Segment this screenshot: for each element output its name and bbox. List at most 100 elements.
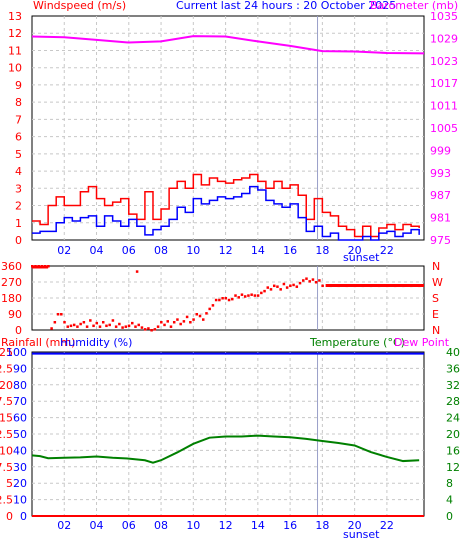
direction-point	[76, 325, 79, 328]
direction-point	[98, 325, 102, 328]
barometer-tick: 993	[430, 167, 451, 180]
direction-point	[150, 329, 153, 332]
humidity-tick: 60	[13, 412, 27, 425]
direction-point	[169, 325, 173, 328]
direction-point	[156, 325, 160, 328]
x-tick-label: 02	[57, 519, 71, 532]
direction-point	[195, 313, 199, 316]
direction-point	[153, 328, 157, 331]
barometer-axis-title: Barometer (mb)	[370, 0, 458, 12]
temperature-tick: 36	[446, 362, 460, 375]
rain-x-tick-labels: 02 04 06 08 10 12 14 16 18 20 22	[57, 519, 394, 532]
rainfall-tick: 2.5	[0, 494, 13, 507]
direction-degree-tick: 180	[1, 292, 22, 305]
direction-point	[266, 286, 270, 289]
direction-point	[231, 297, 234, 301]
x-tick-label: 16	[283, 519, 297, 532]
windspeed-tick: 12	[8, 27, 22, 40]
direction-point	[295, 285, 299, 288]
speed-line	[32, 185, 420, 241]
humidity-tick: 30	[13, 461, 27, 474]
rainfall-tick: 7.5	[0, 461, 13, 474]
direction-point	[166, 320, 170, 323]
direction-point	[134, 325, 137, 328]
wind-grid	[32, 16, 424, 240]
direction-points	[31, 265, 424, 332]
direction-point	[318, 279, 321, 282]
direction-point	[253, 294, 257, 297]
barometer-tick: 1011	[430, 100, 458, 113]
direction-point	[214, 298, 218, 302]
windspeed-tick: 13	[8, 10, 22, 23]
direction-point	[263, 289, 266, 293]
direction-point	[185, 315, 189, 319]
direction-point	[143, 328, 147, 331]
windspeed-tick: 9	[15, 79, 22, 92]
direction-point	[111, 319, 115, 322]
rainfall-axis-title: Rainfall (mm)	[1, 336, 75, 349]
x-tick-label: 20	[348, 244, 362, 257]
x-tick-label: 14	[251, 519, 265, 532]
direction-point	[108, 323, 111, 327]
direction-degree-tick: 0	[15, 324, 22, 337]
direction-point	[160, 321, 163, 324]
direction-point	[305, 277, 308, 280]
direction-point	[69, 324, 73, 328]
rainfall-tick: 15	[0, 412, 13, 425]
direction-compass-tick: N	[432, 324, 440, 337]
rainfall-tick: 17.5	[0, 395, 13, 408]
barometer-tick: 1035	[430, 10, 458, 23]
windspeed-tick: 7	[15, 113, 22, 126]
x-tick-label: 16	[283, 244, 297, 257]
rainfall-tick-labels: 0 2.5 5 7.5 10 12.5 15 17.5 20 22.5 25	[0, 346, 13, 523]
direction-point	[308, 280, 311, 283]
x-tick-label: 12	[219, 519, 233, 532]
direction-compass-tick: E	[432, 308, 439, 321]
direction-point	[292, 283, 295, 287]
direction-point	[311, 278, 315, 281]
x-tick-label: 18	[315, 244, 329, 257]
dewpoint-axis-title: Dew Point	[394, 336, 450, 349]
direction-point	[147, 327, 150, 330]
direction-point	[189, 321, 192, 324]
x-tick-label: 10	[186, 519, 200, 532]
direction-point	[240, 293, 244, 296]
wind-series	[31, 35, 425, 241]
barometer-tick: 999	[430, 144, 451, 157]
direction-point	[247, 294, 250, 297]
rain-grid	[32, 352, 424, 516]
x-tick-label: 08	[154, 519, 168, 532]
windspeed-tick: 11	[8, 44, 22, 57]
direction-point	[218, 298, 221, 302]
direction-point	[208, 307, 211, 311]
rainfall-tick: 25	[0, 346, 13, 359]
direction-point	[269, 288, 273, 291]
rainfall-tick: 0	[6, 510, 13, 523]
temperature-tick: 0	[446, 510, 453, 523]
direction-point	[282, 282, 286, 286]
x-tick-label: 10	[186, 244, 200, 257]
direction-point	[60, 313, 63, 316]
direction-point	[285, 286, 289, 289]
direction-point	[140, 326, 144, 329]
direction-point	[211, 304, 215, 307]
humidity-tick: 70	[13, 395, 27, 408]
direction-degree-tick: 360	[1, 260, 22, 273]
direction-point	[260, 291, 263, 295]
direction-point	[53, 321, 57, 324]
direction-point	[114, 325, 118, 328]
temperature-tick: 24	[446, 412, 460, 425]
temperature-tick: 4	[446, 494, 453, 507]
gust-line	[32, 173, 420, 238]
direction-point	[276, 285, 279, 288]
direction-point	[105, 324, 108, 328]
rainfall-tick: 22.5	[0, 362, 13, 375]
x-tick-label: 18	[315, 519, 329, 532]
windspeed-tick: 3	[15, 182, 22, 195]
x-tick-label: 08	[154, 244, 168, 257]
direction-point	[205, 312, 208, 315]
x-tick-label: 12	[219, 244, 233, 257]
